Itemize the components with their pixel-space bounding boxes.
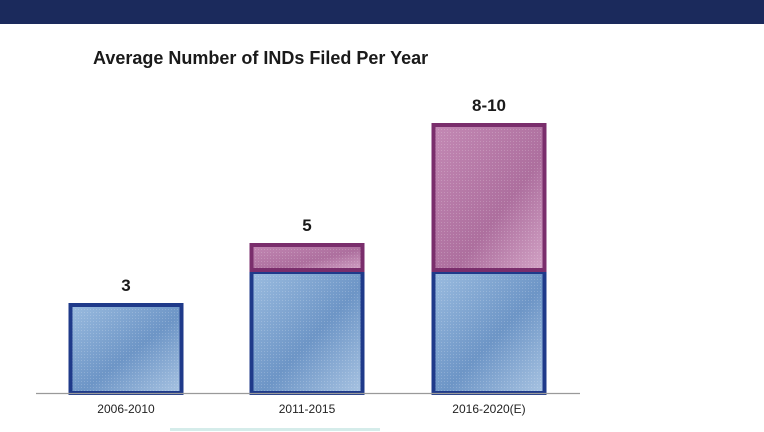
bar-top-border-2016-2020(E) (431, 123, 547, 272)
bar-top-texture-2016-2020(E) (431, 123, 547, 270)
footer-accent-strip (170, 428, 380, 431)
x-tick-label-2006-2010: 2006-2010 (97, 402, 155, 416)
x-tick-label-2011-2015: 2011-2015 (279, 402, 336, 416)
bar-base-texture-2016-2020(E) (431, 270, 547, 393)
bar-base-texture-2006-2010 (68, 303, 184, 393)
bar-base-texture-2011-2015 (249, 270, 365, 393)
bar-top-border-2011-2015 (249, 243, 365, 272)
data-label-2006-2010: 3 (121, 276, 130, 295)
top-banner (0, 0, 764, 24)
bar-top-texture-2011-2015 (249, 243, 365, 270)
x-tick-label-2016-2020(E): 2016-2020(E) (452, 402, 525, 416)
chart-title: Average Number of INDs Filed Per Year (93, 48, 429, 68)
data-label-2011-2015: 5 (302, 216, 311, 235)
data-label-2016-2020(E): 8-10 (472, 96, 506, 115)
